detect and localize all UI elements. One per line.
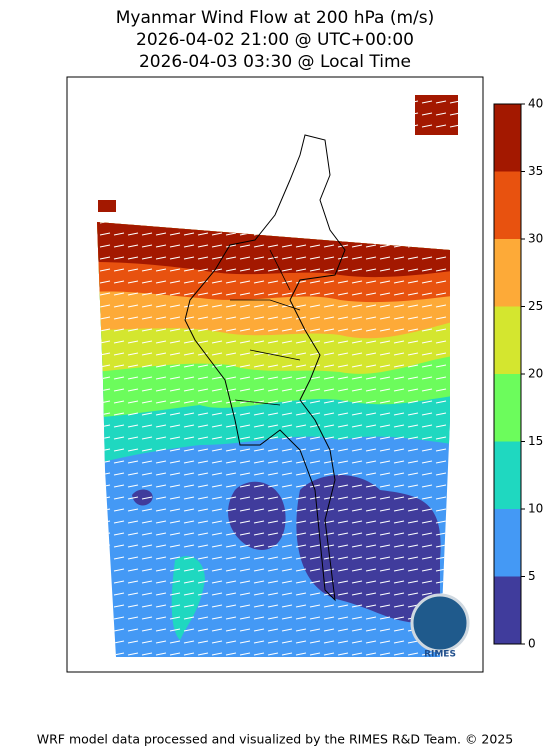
speed-band <box>98 200 116 212</box>
colorbar-segment <box>494 441 521 509</box>
colorbar-tick-label: 10 <box>528 502 543 516</box>
footer: WRF model data processed and visualized … <box>37 732 513 747</box>
colorbar-tick-label: 40 <box>528 97 543 111</box>
wind-field <box>97 222 450 657</box>
colorbar-segment <box>494 509 521 577</box>
colorbar: 0 5 10 15 20 25 30 35 40 <box>493 97 543 651</box>
colorbar-segment <box>494 374 521 442</box>
country-outline <box>184 134 346 602</box>
colorbar-segment <box>494 239 521 307</box>
colorbar-tick-label: 25 <box>528 299 543 313</box>
colorbar-tick-label: 15 <box>528 434 543 448</box>
colorbar-tick-label: 5 <box>528 569 536 583</box>
region-borders <box>230 249 301 406</box>
logo-text: RIMES <box>424 650 456 660</box>
wind-arrows <box>415 95 458 135</box>
colorbar-tick-label: 35 <box>528 164 543 178</box>
title-line: Myanmar Wind Flow at 200 hPa (m/s) <box>116 8 434 28</box>
title-line: 2026-04-02 21:00 @ UTC+00:00 <box>136 30 414 50</box>
colorbar-segment <box>494 171 521 239</box>
title-line: 2026-04-03 03:30 @ Local Time <box>139 52 411 72</box>
colorbar-tick-label: 30 <box>528 232 543 246</box>
colorbar-segment <box>494 104 521 172</box>
wind-arrows <box>97 222 450 657</box>
colorbar-segment <box>494 576 521 644</box>
colorbar-segment <box>494 306 521 374</box>
colorbar-tick-label: 20 <box>528 367 543 381</box>
logo <box>410 593 470 653</box>
colorbar-tick-label: 0 <box>528 637 536 651</box>
